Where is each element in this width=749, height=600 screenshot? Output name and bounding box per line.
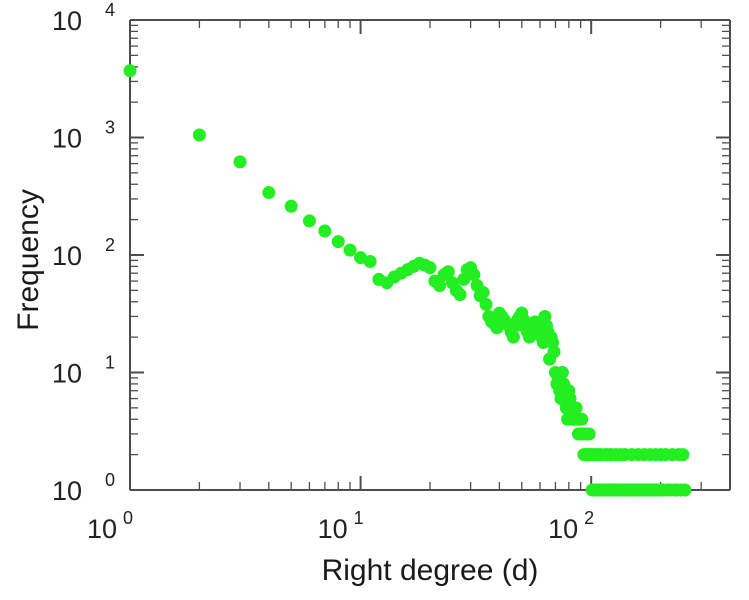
y-tick-exponent: 2 (105, 235, 115, 255)
data-point (575, 413, 588, 426)
data-point (678, 484, 691, 497)
x-tick-label: 10 (87, 514, 117, 544)
data-point (480, 298, 493, 311)
y-tick-exponent: 3 (105, 118, 115, 138)
data-point (332, 235, 345, 248)
y-tick-label: 10 (52, 241, 82, 271)
y-tick-exponent: 1 (105, 353, 115, 373)
data-point (442, 265, 455, 278)
data-point (344, 244, 357, 257)
y-tick-label: 10 (52, 359, 82, 389)
data-point (548, 345, 561, 358)
scatter-chart: 10 0 10 1 10 2 10 0 10 1 10 2 10 3 10 4 Right degree (d)… (0, 0, 749, 600)
data-point (556, 366, 569, 379)
data-point (507, 331, 520, 344)
data-point (193, 129, 206, 142)
x-tick-label: 10 (548, 514, 578, 544)
x-tick-exponent: 0 (123, 508, 133, 528)
data-point (676, 448, 689, 461)
y-tick-label: 10 (52, 124, 82, 154)
y-tick-exponent: 4 (105, 0, 115, 20)
data-point (303, 214, 316, 227)
y-axis-title: Frequency (12, 189, 45, 331)
data-point (318, 225, 331, 238)
data-point (285, 200, 298, 213)
data-point (583, 427, 596, 440)
data-point (364, 255, 377, 268)
data-point (262, 186, 275, 199)
x-tick-exponent: 2 (584, 508, 594, 528)
data-point (234, 155, 247, 168)
x-tick-label: 10 (318, 514, 348, 544)
y-tick-exponent: 0 (105, 470, 115, 490)
data-point (570, 401, 583, 414)
data-point (477, 286, 490, 299)
data-point (124, 64, 137, 77)
data-point (454, 288, 467, 301)
data-point (424, 261, 437, 274)
y-tick-label: 10 (52, 6, 82, 36)
chart-svg: 10 0 10 1 10 2 10 0 10 1 10 2 10 3 10 4 Right degree (d)… (0, 0, 749, 600)
y-tick-label: 10 (52, 476, 82, 506)
x-tick-exponent: 1 (354, 508, 364, 528)
x-axis-title: Right degree (d) (322, 554, 539, 587)
